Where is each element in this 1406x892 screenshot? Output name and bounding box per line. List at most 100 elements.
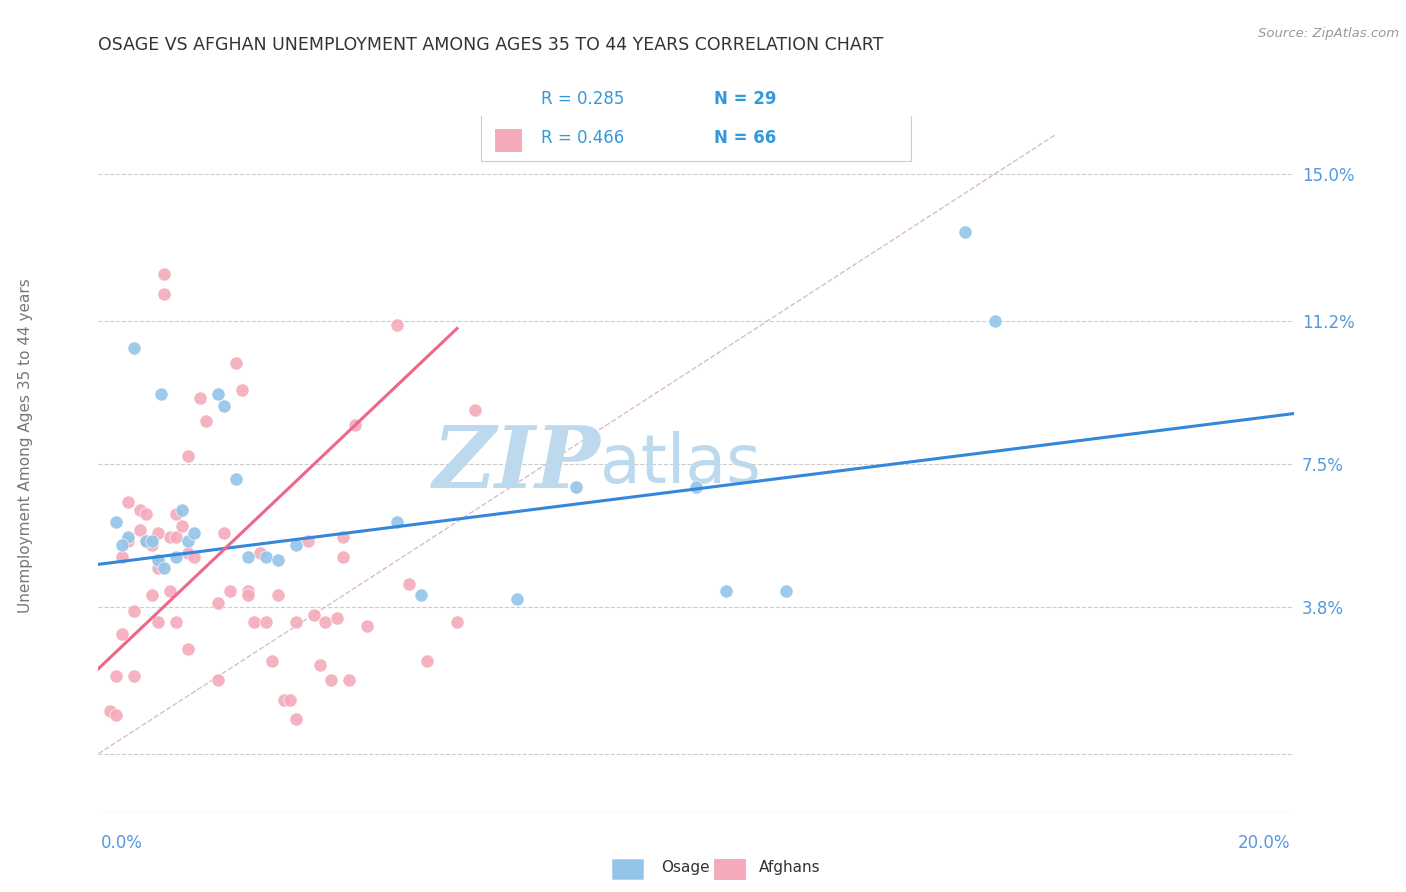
Point bbox=[117, 495, 139, 509]
Point bbox=[302, 607, 325, 622]
Point bbox=[219, 584, 242, 599]
Point bbox=[212, 399, 235, 413]
Point bbox=[124, 604, 146, 618]
Point bbox=[111, 538, 134, 552]
Point bbox=[225, 356, 247, 370]
Point bbox=[172, 503, 194, 517]
Text: Unemployment Among Ages 35 to 44 years: Unemployment Among Ages 35 to 44 years bbox=[18, 278, 32, 614]
Point bbox=[153, 268, 176, 282]
Point bbox=[231, 384, 253, 398]
Point bbox=[141, 538, 163, 552]
Point bbox=[332, 549, 354, 564]
Point bbox=[153, 561, 176, 575]
Point bbox=[446, 615, 468, 630]
Point bbox=[111, 627, 134, 641]
Point bbox=[105, 515, 128, 529]
Point bbox=[141, 588, 163, 602]
Point bbox=[124, 669, 146, 683]
Point bbox=[339, 673, 360, 688]
Point bbox=[105, 669, 128, 683]
Point bbox=[129, 523, 152, 537]
Point bbox=[124, 341, 146, 355]
Point bbox=[207, 387, 229, 401]
Point bbox=[183, 549, 205, 564]
Point bbox=[273, 692, 295, 706]
Point bbox=[148, 561, 170, 575]
Point bbox=[150, 387, 173, 401]
Point bbox=[243, 615, 266, 630]
Text: Osage: Osage bbox=[661, 860, 710, 874]
Point bbox=[177, 546, 200, 560]
Point bbox=[135, 534, 157, 549]
Point bbox=[165, 530, 187, 544]
Point bbox=[207, 596, 229, 610]
Point bbox=[236, 549, 259, 564]
Point bbox=[225, 472, 247, 486]
Point bbox=[165, 615, 187, 630]
Point bbox=[141, 534, 163, 549]
Text: R = 0.285: R = 0.285 bbox=[540, 90, 624, 109]
Point bbox=[177, 642, 200, 657]
Point bbox=[100, 704, 122, 718]
Point bbox=[953, 225, 976, 239]
Point bbox=[159, 530, 181, 544]
FancyBboxPatch shape bbox=[495, 129, 522, 151]
Point bbox=[177, 449, 200, 463]
Point bbox=[714, 584, 737, 599]
Text: Source: ZipAtlas.com: Source: ZipAtlas.com bbox=[1258, 27, 1399, 40]
Point bbox=[153, 286, 176, 301]
Point bbox=[148, 553, 170, 567]
Point bbox=[267, 588, 290, 602]
Point bbox=[249, 546, 271, 560]
Point bbox=[297, 534, 319, 549]
Point bbox=[308, 657, 330, 672]
Point bbox=[344, 418, 367, 433]
Point bbox=[177, 534, 200, 549]
Point bbox=[148, 615, 170, 630]
Point bbox=[148, 553, 170, 567]
Text: Afghans: Afghans bbox=[759, 860, 821, 874]
Point bbox=[284, 615, 307, 630]
FancyBboxPatch shape bbox=[481, 78, 911, 161]
Point bbox=[117, 534, 139, 549]
Text: N = 66: N = 66 bbox=[714, 128, 776, 147]
Point bbox=[188, 391, 211, 405]
Point bbox=[195, 414, 218, 428]
FancyBboxPatch shape bbox=[495, 89, 522, 112]
Point bbox=[411, 588, 433, 602]
Text: atlas: atlas bbox=[600, 431, 761, 497]
Point bbox=[105, 708, 128, 723]
Point bbox=[165, 549, 187, 564]
Text: 0.0%: 0.0% bbox=[101, 834, 143, 852]
Point bbox=[212, 526, 235, 541]
Point bbox=[236, 584, 259, 599]
Point bbox=[278, 692, 301, 706]
Point bbox=[135, 507, 157, 521]
Point bbox=[117, 530, 139, 544]
Point bbox=[207, 673, 229, 688]
Point bbox=[416, 654, 439, 668]
Point bbox=[984, 314, 1007, 328]
Point bbox=[129, 503, 152, 517]
Point bbox=[464, 402, 486, 417]
Point bbox=[398, 576, 420, 591]
Point bbox=[236, 588, 259, 602]
Point bbox=[332, 530, 354, 544]
Point bbox=[326, 611, 349, 625]
Text: OSAGE VS AFGHAN UNEMPLOYMENT AMONG AGES 35 TO 44 YEARS CORRELATION CHART: OSAGE VS AFGHAN UNEMPLOYMENT AMONG AGES … bbox=[98, 36, 884, 54]
Point bbox=[775, 584, 797, 599]
Point bbox=[148, 526, 170, 541]
Point bbox=[385, 515, 409, 529]
Point bbox=[267, 553, 290, 567]
Point bbox=[159, 584, 181, 599]
Point bbox=[565, 480, 588, 494]
Point bbox=[685, 480, 707, 494]
Point bbox=[284, 538, 307, 552]
Point bbox=[254, 549, 277, 564]
Text: N = 29: N = 29 bbox=[714, 90, 776, 109]
Point bbox=[260, 654, 283, 668]
Point bbox=[111, 549, 134, 564]
Point bbox=[356, 619, 378, 633]
Text: ZIP: ZIP bbox=[433, 422, 600, 506]
Point bbox=[321, 673, 343, 688]
